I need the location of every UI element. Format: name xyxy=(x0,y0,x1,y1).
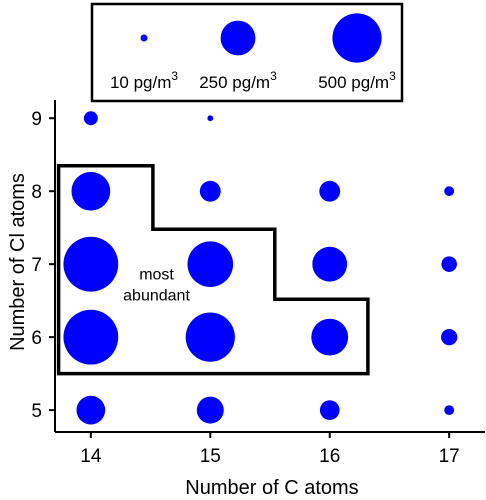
bubble-c17-cl5 xyxy=(444,405,455,416)
bubble-c14-cl6 xyxy=(63,309,119,365)
bubble-c14-cl8 xyxy=(71,171,111,211)
x-tick-label-16: 16 xyxy=(319,446,340,467)
legend-bubble-500 xyxy=(332,13,382,63)
bubble-c16-cl8 xyxy=(319,180,341,202)
most-abundant-outline xyxy=(56,163,370,376)
legend: 10 pg/m3 250 pg/m3 500 pg/m3 xyxy=(110,13,396,92)
bubble-c17-cl7 xyxy=(441,256,457,272)
bubble-c17-cl8 xyxy=(444,186,455,197)
x-tick-label-15: 15 xyxy=(200,446,221,467)
legend-label-250: 250 pg/m3 xyxy=(199,69,277,92)
data-points xyxy=(63,111,458,425)
bubble-c15-cl9 xyxy=(207,115,214,122)
legend-label-superscript: 3 xyxy=(270,69,277,83)
annotation-line-most: most xyxy=(139,266,174,283)
x-tick-label-14: 14 xyxy=(80,446,102,467)
y-axis-title: Number of Cl atoms xyxy=(7,173,29,351)
y-tick-label-6: 6 xyxy=(31,328,42,349)
most-abundant-annotation: most abundant xyxy=(56,163,370,376)
y-tick-label-5: 5 xyxy=(31,401,42,422)
bubble-c16-cl6 xyxy=(311,318,349,356)
bubble-c17-cl6 xyxy=(441,328,458,346)
bubble-c14-cl7 xyxy=(63,236,119,292)
y-tick-label-9: 9 xyxy=(31,109,42,130)
legend-label-superscript: 3 xyxy=(171,69,178,83)
legend-label-superscript: 3 xyxy=(389,69,396,83)
bubble-c15-cl7 xyxy=(187,241,234,287)
x-axis-ticks: 14 15 16 17 xyxy=(80,432,460,467)
x-axis-title: Number of C atoms xyxy=(185,477,358,499)
bubble-c16-cl7 xyxy=(312,246,348,282)
legend-bubble-10 xyxy=(140,34,148,42)
legend-box xyxy=(90,2,404,103)
bubble-c16-cl5 xyxy=(319,400,340,420)
legend-label-500: 500 pg/m3 xyxy=(318,69,396,92)
bubble-c15-cl8 xyxy=(199,180,221,202)
bubble-c14-cl9 xyxy=(83,111,98,126)
legend-label-10: 10 pg/m3 xyxy=(110,69,178,92)
bubble-c15-cl6 xyxy=(185,312,235,362)
y-tick-label-8: 8 xyxy=(31,182,42,203)
legend-bubble-250 xyxy=(220,20,256,56)
annotation-line-abundant: abundant xyxy=(123,287,190,304)
y-axis-ticks: 5 6 7 8 9 xyxy=(31,109,55,422)
x-tick-label-17: 17 xyxy=(439,446,460,467)
bubble-c14-cl5 xyxy=(76,395,106,425)
bubble-c15-cl5 xyxy=(196,396,224,424)
y-tick-label-7: 7 xyxy=(31,255,42,276)
